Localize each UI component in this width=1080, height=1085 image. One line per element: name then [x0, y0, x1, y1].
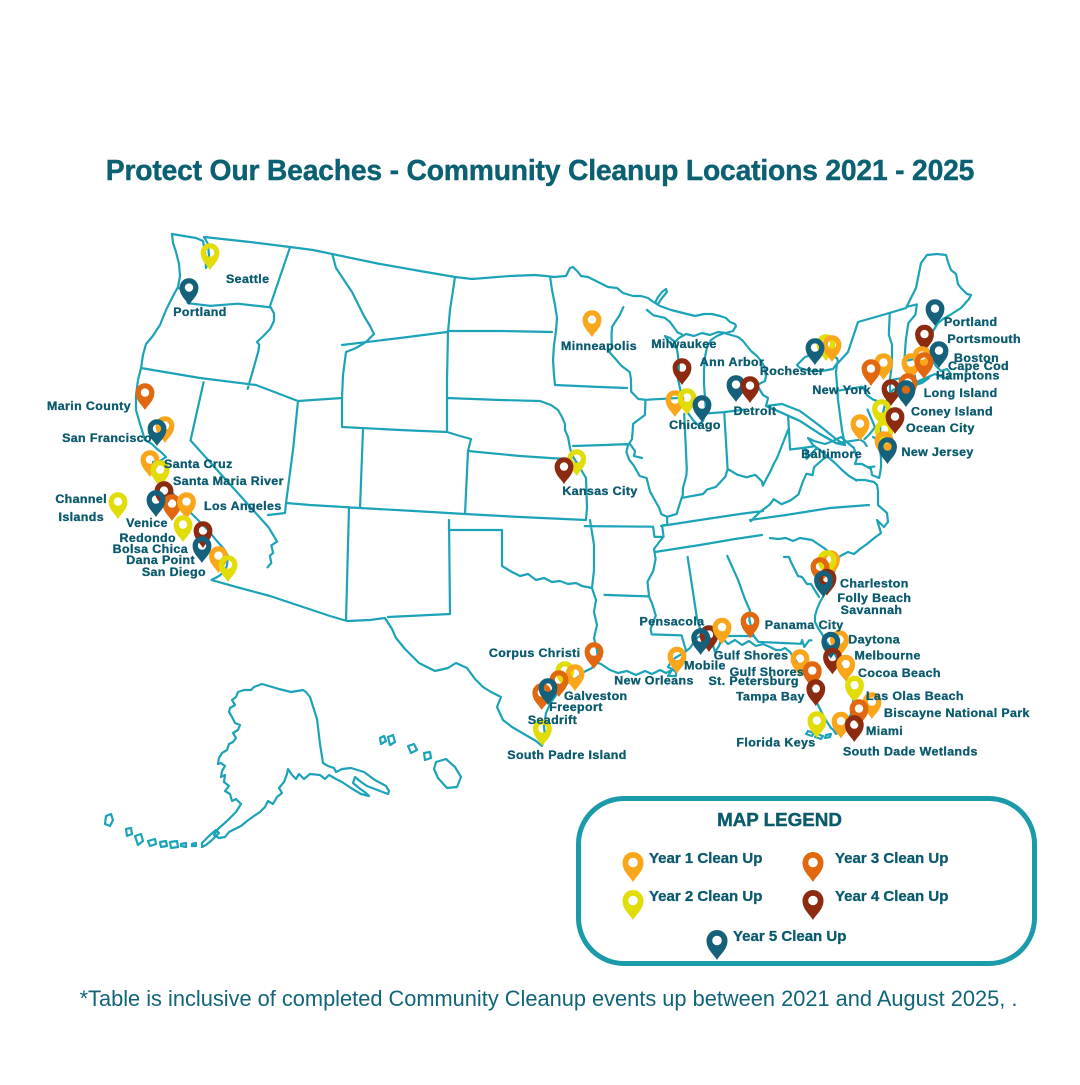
svg-text:Melbourne: Melbourne — [855, 649, 921, 663]
svg-text:Miami: Miami — [866, 724, 903, 738]
svg-text:Seattle: Seattle — [226, 272, 269, 286]
svg-text:Islands: Islands — [59, 510, 105, 524]
svg-text:Folly Beach: Folly Beach — [837, 591, 911, 605]
svg-text:New York: New York — [812, 383, 871, 397]
svg-text:Santa Cruz: Santa Cruz — [164, 457, 233, 471]
svg-text:Coney Island: Coney Island — [911, 405, 993, 419]
svg-text:San Francisco: San Francisco — [62, 431, 152, 445]
svg-text:Mobile: Mobile — [684, 659, 726, 673]
svg-text:Savannah: Savannah — [841, 603, 903, 617]
svg-text:Hamptons: Hamptons — [936, 369, 1000, 383]
svg-text:Gulf Shores: Gulf Shores — [714, 649, 789, 663]
svg-text:Tampa Bay: Tampa Bay — [736, 690, 805, 704]
svg-text:Seadrift: Seadrift — [528, 713, 577, 727]
svg-text:Boston: Boston — [954, 351, 999, 365]
svg-text:Rochester: Rochester — [760, 364, 824, 378]
svg-text:Baltimore: Baltimore — [801, 447, 862, 461]
svg-text:Ocean City: Ocean City — [906, 421, 975, 435]
svg-text:South Padre Island: South Padre Island — [507, 748, 626, 762]
svg-text:Kansas City: Kansas City — [562, 484, 637, 498]
svg-text:Panama City: Panama City — [765, 618, 844, 632]
svg-text:Detroit: Detroit — [734, 404, 777, 418]
svg-text:Gulf Shores: Gulf Shores — [730, 665, 805, 679]
svg-text:Los Angeles: Los Angeles — [204, 499, 282, 513]
svg-text:Biscayne National Park: Biscayne National Park — [884, 706, 1030, 720]
svg-text:Bolsa Chica: Bolsa Chica — [113, 542, 188, 556]
svg-text:Freeport: Freeport — [549, 700, 602, 714]
svg-text:South Dade Wetlands: South Dade Wetlands — [843, 745, 978, 759]
svg-text:San Diego: San Diego — [142, 565, 206, 579]
svg-text:St. Petersburg: St. Petersburg — [709, 674, 799, 688]
svg-text:Venice: Venice — [126, 516, 168, 530]
svg-text:Minneapolis: Minneapolis — [561, 339, 637, 353]
svg-text:Florida Keys: Florida Keys — [736, 736, 815, 750]
svg-text:Cape Cod: Cape Cod — [948, 359, 1009, 373]
svg-text:Portland: Portland — [944, 315, 997, 329]
svg-text:New Orleans: New Orleans — [614, 674, 693, 688]
svg-text:Long Island: Long Island — [924, 386, 998, 400]
svg-text:Marin County: Marin County — [47, 399, 131, 413]
svg-text:Santa Maria River: Santa Maria River — [173, 474, 284, 488]
svg-text:Chicago: Chicago — [669, 418, 721, 432]
svg-text:Corpus Christi: Corpus Christi — [489, 646, 581, 660]
svg-text:New Jersey: New Jersey — [902, 445, 974, 459]
svg-text:Channel: Channel — [55, 492, 107, 506]
svg-text:Milwaukee: Milwaukee — [651, 337, 717, 351]
svg-text:Dana Point: Dana Point — [126, 553, 195, 567]
svg-text:Las Olas Beach: Las Olas Beach — [866, 689, 964, 703]
svg-text:Charleston: Charleston — [840, 577, 909, 591]
svg-text:Portsmouth: Portsmouth — [947, 332, 1021, 346]
svg-text:Redondo: Redondo — [120, 531, 177, 545]
svg-text:Daytona: Daytona — [848, 633, 900, 647]
svg-text:Portland: Portland — [173, 305, 226, 319]
svg-text:Ann Arbor: Ann Arbor — [700, 355, 764, 369]
svg-text:Cocoa Beach: Cocoa Beach — [858, 666, 941, 680]
svg-text:Galveston: Galveston — [564, 689, 628, 703]
svg-text:Pensacola: Pensacola — [640, 615, 705, 629]
